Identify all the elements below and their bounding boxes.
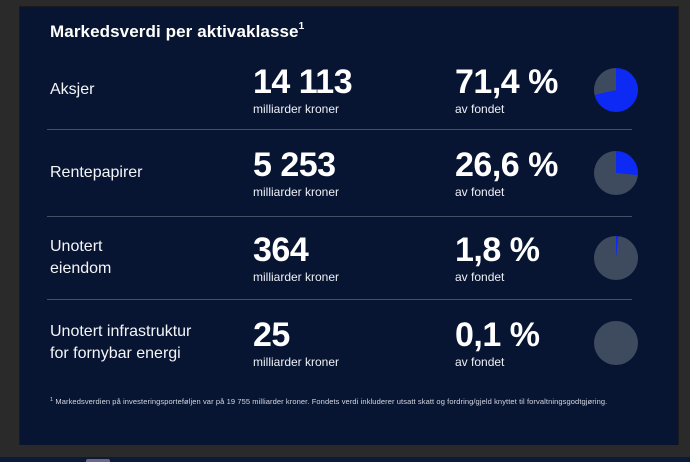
asset-class-label: Aksjer <box>50 81 95 98</box>
share-value: 0,1 % <box>455 316 540 354</box>
share-value: 1,8 % <box>455 230 540 269</box>
market-value-unit: milliarder kroner <box>253 269 340 284</box>
market-value-block: 14 113 milliarder kroner <box>253 64 455 116</box>
pie-chart-icon <box>594 68 638 112</box>
asset-class-label: Rentepapirer <box>50 163 143 181</box>
pie-chart-icon <box>594 150 638 195</box>
share-block: 71,4 % av fondet <box>455 64 558 116</box>
footnote: 1 Markedsverdien på investeringsporteføl… <box>50 397 648 406</box>
footnote-marker: 1 <box>50 397 54 403</box>
next-section-edge <box>0 457 690 462</box>
market-value-card: Markedsverdi per aktivaklasse1 Aksjer 14… <box>20 7 678 445</box>
section-gap <box>0 445 690 457</box>
market-value-unit: milliarder kroner <box>253 102 340 116</box>
card-title-text: Markedsverdi per aktivaklasse <box>50 22 299 41</box>
table-row-unotert-eiendom: Unotert eiendom 364 milliarder kroner 1,… <box>47 216 638 299</box>
share-and-pie: 1,8 % av fondet <box>455 230 638 284</box>
pie-chart-icon <box>594 235 638 280</box>
market-value-block: 5 253 milliarder kroner <box>253 147 455 199</box>
share-block: 0,1 % av fondet <box>455 316 540 369</box>
share-unit: av fondet <box>455 184 505 199</box>
share-and-pie: 0,1 % av fondet <box>455 316 638 369</box>
share-block: 1,8 % av fondet <box>455 230 540 284</box>
market-value-unit: milliarder kroner <box>253 355 340 369</box>
market-value: 5 253 <box>253 145 336 184</box>
market-value: 364 <box>253 230 309 269</box>
market-value: 25 <box>253 316 290 354</box>
share-and-pie: 26,6 % av fondet <box>455 147 638 199</box>
pie-chart-icon <box>594 321 638 365</box>
share-unit: av fondet <box>455 269 505 284</box>
asset-class-label: Unotert infrastruktur for fornybar energ… <box>50 323 192 362</box>
table-row-rentepapirer: Rentepapirer 5 253 milliarder kroner 26,… <box>47 129 638 216</box>
market-value-unit: milliarder kroner <box>253 184 340 199</box>
card-title-footnote-marker: 1 <box>298 21 305 32</box>
market-value-block: 25 milliarder kroner <box>253 317 455 369</box>
table-row-unotert-infrastruktur: Unotert infrastruktur for fornybar energ… <box>47 299 638 387</box>
asset-class-table: Aksjer 14 113 milliarder kroner 71,4 % a… <box>47 51 638 387</box>
share-block: 26,6 % av fondet <box>455 147 558 199</box>
footnote-text: Markedsverdien på investeringsportefølje… <box>53 397 608 406</box>
share-value: 71,4 % <box>455 63 558 101</box>
share-and-pie: 71,4 % av fondet <box>455 64 638 116</box>
share-unit: av fondet <box>455 355 505 369</box>
share-unit: av fondet <box>455 102 505 116</box>
share-value: 26,6 % <box>455 145 558 184</box>
card-title: Markedsverdi per aktivaklasse1 <box>50 21 678 42</box>
next-section-chip <box>86 459 110 462</box>
table-row-aksjer: Aksjer 14 113 milliarder kroner 71,4 % a… <box>47 51 638 129</box>
asset-class-label: Unotert eiendom <box>50 237 112 277</box>
market-value-block: 364 milliarder kroner <box>253 232 455 284</box>
market-value: 14 113 <box>253 63 353 101</box>
